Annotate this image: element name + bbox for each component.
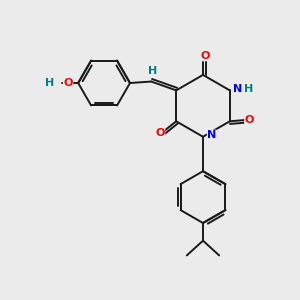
Text: N: N [207, 130, 217, 140]
Text: O: O [200, 51, 210, 61]
Text: O: O [155, 128, 165, 138]
Text: H: H [148, 66, 157, 76]
Text: H: H [244, 84, 254, 94]
Text: N: N [233, 84, 243, 94]
Text: O: O [245, 115, 254, 125]
Text: H: H [45, 78, 55, 88]
Text: O: O [64, 78, 73, 88]
